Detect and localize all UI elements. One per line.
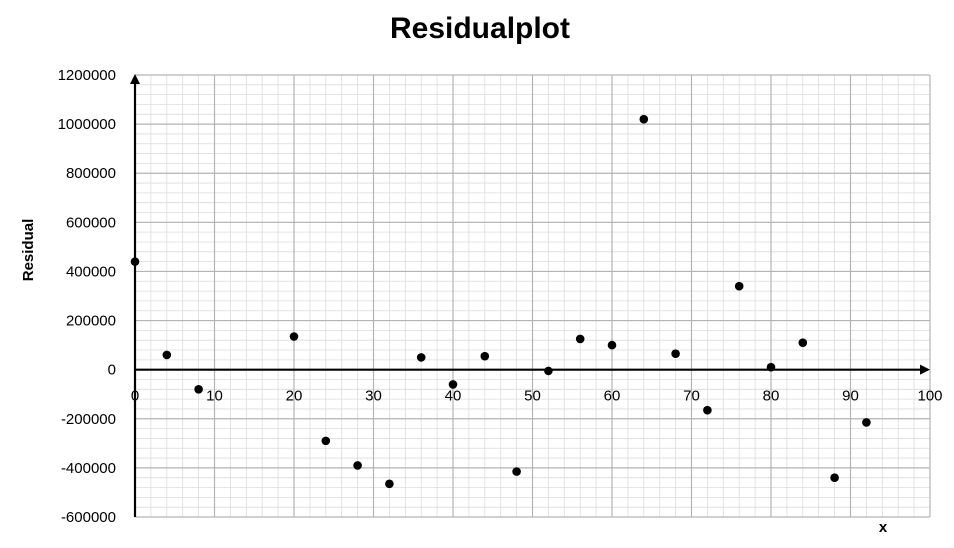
y-tick-labels: 1200000 1000000 800000 600000 400000 200000 0 -… bbox=[58, 67, 116, 526]
y-tick-label: -200000 bbox=[61, 411, 116, 428]
x-axis-arrow bbox=[920, 364, 930, 375]
data-point bbox=[671, 349, 680, 359]
data-point bbox=[289, 332, 299, 341]
data-point bbox=[321, 436, 331, 446]
data-point bbox=[512, 467, 521, 476]
axes bbox=[130, 74, 930, 517]
x-axis-label: x bbox=[879, 519, 888, 536]
data-point bbox=[130, 257, 140, 266]
data-point bbox=[575, 334, 585, 344]
data-point bbox=[416, 353, 426, 362]
data-point bbox=[639, 114, 649, 124]
data-points bbox=[130, 114, 871, 489]
x-tick-label: 70 bbox=[683, 388, 700, 405]
data-point bbox=[703, 405, 712, 415]
x-tick-label: 30 bbox=[365, 388, 382, 405]
x-tick-label: 40 bbox=[445, 388, 462, 405]
data-point bbox=[194, 385, 203, 394]
data-point bbox=[734, 281, 744, 291]
data-point bbox=[162, 350, 172, 360]
data-point bbox=[544, 366, 553, 376]
y-tick-label: 1000000 bbox=[58, 116, 116, 133]
data-point bbox=[480, 351, 490, 361]
y-tick-label: 200000 bbox=[66, 313, 116, 330]
grid bbox=[134, 74, 931, 518]
x-tick-label: 20 bbox=[286, 388, 303, 405]
data-point bbox=[830, 473, 839, 483]
data-point bbox=[607, 340, 617, 350]
x-tick-label: 90 bbox=[842, 388, 859, 405]
x-tick-label: 100 bbox=[917, 388, 942, 405]
x-tick-label: 0 bbox=[131, 388, 139, 405]
data-point bbox=[766, 362, 776, 372]
y-tick-label: 1200000 bbox=[58, 67, 116, 84]
chart-title: Residualplot bbox=[390, 12, 570, 45]
y-tick-label: 600000 bbox=[66, 214, 116, 231]
y-tick-label: 0 bbox=[108, 362, 116, 379]
data-point bbox=[353, 461, 362, 470]
data-point bbox=[385, 479, 394, 489]
y-tick-label: -600000 bbox=[61, 509, 116, 526]
x-tick-label: 10 bbox=[206, 388, 223, 405]
x-tick-label: 60 bbox=[604, 388, 621, 405]
y-tick-label: -400000 bbox=[61, 460, 116, 477]
y-tick-label: 400000 bbox=[66, 263, 116, 280]
y-axis-label: Residual bbox=[20, 219, 37, 282]
y-tick-label: 800000 bbox=[66, 165, 116, 182]
x-tick-label: 50 bbox=[524, 388, 541, 405]
data-point bbox=[448, 380, 458, 389]
data-point bbox=[862, 418, 871, 427]
y-axis-arrow bbox=[130, 74, 140, 84]
data-point bbox=[798, 338, 808, 347]
x-tick-labels: 0 10 20 30 40 50 60 70 80 90 100 bbox=[131, 388, 943, 405]
x-tick-label: 80 bbox=[763, 388, 780, 405]
